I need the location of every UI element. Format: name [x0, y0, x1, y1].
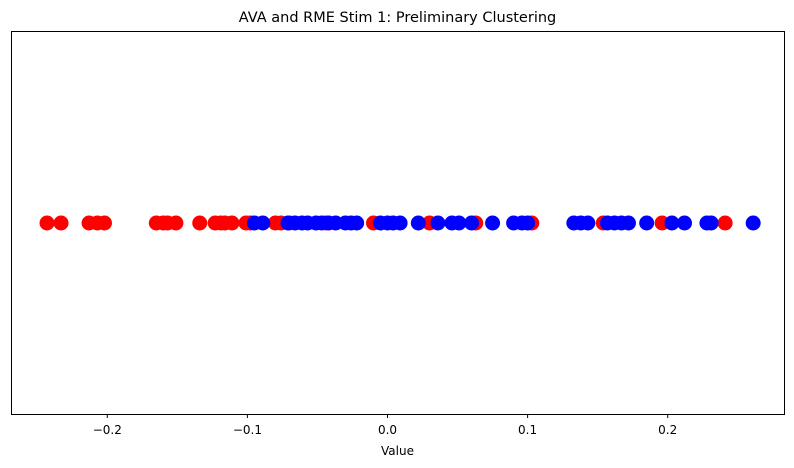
data-point: [464, 215, 480, 231]
data-point: [703, 215, 719, 231]
x-axis: −0.2 −0.1 0.0 0.1 0.2: [93, 414, 677, 437]
data-point: [96, 215, 112, 231]
data-point: [224, 215, 240, 231]
data-point: [392, 215, 408, 231]
data-point: [717, 215, 733, 231]
plot-frame: [11, 31, 785, 415]
data-point: [580, 215, 596, 231]
chart-title: AVA and RME Stim 1: Preliminary Clusteri…: [239, 10, 557, 26]
x-axis-title: Value: [381, 444, 414, 458]
data-point: [39, 215, 55, 231]
data-point: [430, 215, 446, 231]
data-point: [485, 215, 501, 231]
x-tick-label: 0.0: [378, 423, 397, 437]
points-layer: [39, 215, 761, 231]
data-point: [620, 215, 636, 231]
data-point: [53, 215, 69, 231]
data-point: [410, 215, 426, 231]
data-point: [451, 215, 467, 231]
x-tick-label: 0.1: [518, 423, 537, 437]
x-tick-label: −0.1: [233, 423, 262, 437]
data-point: [168, 215, 184, 231]
data-point: [664, 215, 680, 231]
data-point: [255, 215, 271, 231]
data-point: [639, 215, 655, 231]
data-point: [677, 215, 693, 231]
data-point: [520, 215, 536, 231]
x-tick-label: −0.2: [93, 423, 122, 437]
x-tick-label: 0.2: [658, 423, 677, 437]
data-point: [192, 215, 208, 231]
data-point: [745, 215, 761, 231]
data-point: [349, 215, 365, 231]
